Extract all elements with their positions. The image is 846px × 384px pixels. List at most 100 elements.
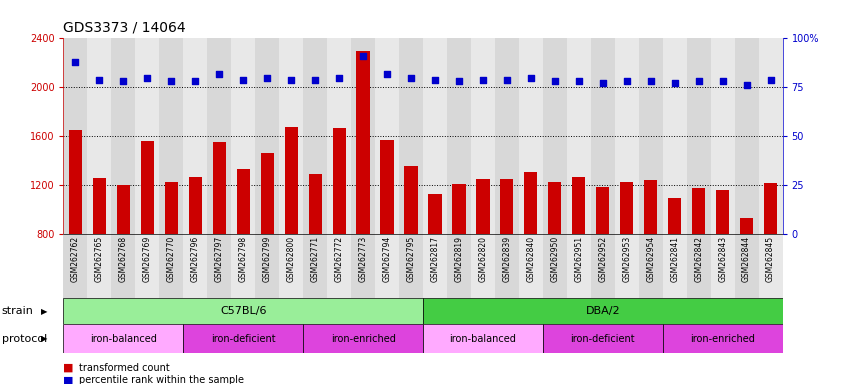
Bar (63, 324, 184, 353)
Bar (519, 234, 543, 298)
Point (189, 78, 202, 84)
Bar (63, 234, 87, 298)
Bar (327, 38, 351, 234)
Bar (519, 38, 543, 234)
Text: iron-balanced: iron-balanced (449, 334, 516, 344)
Bar (399, 38, 423, 234)
Bar (525, 172, 537, 332)
Bar (668, 197, 681, 332)
Text: GSM262768: GSM262768 (119, 236, 128, 282)
Text: GSM262952: GSM262952 (598, 236, 607, 282)
Point (667, 80, 681, 86)
Text: GSM262800: GSM262800 (287, 236, 295, 282)
Bar (543, 38, 567, 234)
Bar (644, 180, 657, 332)
Bar (135, 38, 159, 234)
Bar (63, 38, 87, 234)
Text: GSM262799: GSM262799 (263, 236, 272, 282)
Bar (687, 234, 711, 298)
Text: strain: strain (2, 306, 34, 316)
Text: DBA/2: DBA/2 (585, 306, 620, 316)
Text: iron-balanced: iron-balanced (90, 334, 157, 344)
Bar (423, 38, 447, 234)
Point (739, 82, 753, 88)
Text: GSM262762: GSM262762 (71, 236, 80, 282)
Point (308, 76, 321, 83)
Text: ▶: ▶ (41, 334, 47, 343)
Bar (428, 194, 442, 332)
Bar (309, 174, 321, 332)
Point (356, 53, 370, 59)
Bar (159, 234, 184, 298)
Text: GSM262953: GSM262953 (623, 236, 631, 282)
Point (261, 74, 274, 81)
Bar (662, 234, 687, 298)
Bar (231, 38, 255, 234)
Point (596, 80, 609, 86)
Bar (764, 183, 777, 332)
Text: GSM262844: GSM262844 (742, 236, 751, 282)
Point (452, 78, 465, 84)
Point (644, 78, 657, 84)
Bar (140, 141, 154, 332)
Bar (87, 234, 112, 298)
Text: iron-deficient: iron-deficient (570, 334, 635, 344)
Bar (189, 177, 202, 332)
Text: GSM262771: GSM262771 (310, 236, 320, 282)
Point (548, 78, 562, 84)
Bar (207, 38, 231, 234)
Bar (615, 234, 639, 298)
Text: GSM262954: GSM262954 (646, 236, 655, 282)
Bar (184, 324, 303, 353)
Bar (711, 234, 734, 298)
Text: GSM262817: GSM262817 (431, 236, 439, 282)
Point (524, 74, 537, 81)
Text: iron-enriched: iron-enriched (331, 334, 396, 344)
Text: GSM262842: GSM262842 (695, 236, 703, 282)
Point (764, 76, 777, 83)
Bar (740, 218, 753, 332)
Bar (548, 182, 562, 332)
Bar (255, 38, 279, 234)
Bar (662, 324, 783, 353)
Bar (716, 190, 729, 332)
Bar (303, 234, 327, 298)
Bar (639, 234, 662, 298)
Point (572, 78, 585, 84)
Text: GSM262819: GSM262819 (454, 236, 464, 282)
Bar (734, 234, 759, 298)
Text: ■: ■ (63, 375, 74, 384)
Bar (332, 128, 346, 332)
Point (716, 78, 729, 84)
Bar (567, 38, 591, 234)
Bar (471, 234, 495, 298)
Bar (500, 179, 514, 332)
Bar (375, 38, 399, 234)
Text: transformed count: transformed count (79, 363, 169, 373)
Text: GDS3373 / 14064: GDS3373 / 14064 (63, 21, 186, 35)
Bar (615, 38, 639, 234)
Bar (423, 234, 447, 298)
Bar (476, 179, 490, 332)
Bar (261, 154, 274, 332)
Point (140, 74, 154, 81)
Text: GSM262950: GSM262950 (551, 236, 559, 282)
Bar (117, 185, 130, 332)
Point (117, 78, 130, 84)
Point (164, 78, 178, 84)
Text: GSM262798: GSM262798 (239, 236, 248, 282)
Text: GSM262796: GSM262796 (191, 236, 200, 282)
Bar (567, 234, 591, 298)
Bar (453, 184, 465, 332)
Point (404, 74, 418, 81)
Bar (591, 38, 615, 234)
Point (428, 76, 442, 83)
Point (212, 71, 226, 77)
Point (692, 78, 706, 84)
Text: ▶: ▶ (41, 306, 47, 316)
Bar (404, 166, 418, 332)
Bar (159, 38, 184, 234)
Bar (327, 234, 351, 298)
Text: GSM262951: GSM262951 (574, 236, 583, 282)
Bar (639, 38, 662, 234)
